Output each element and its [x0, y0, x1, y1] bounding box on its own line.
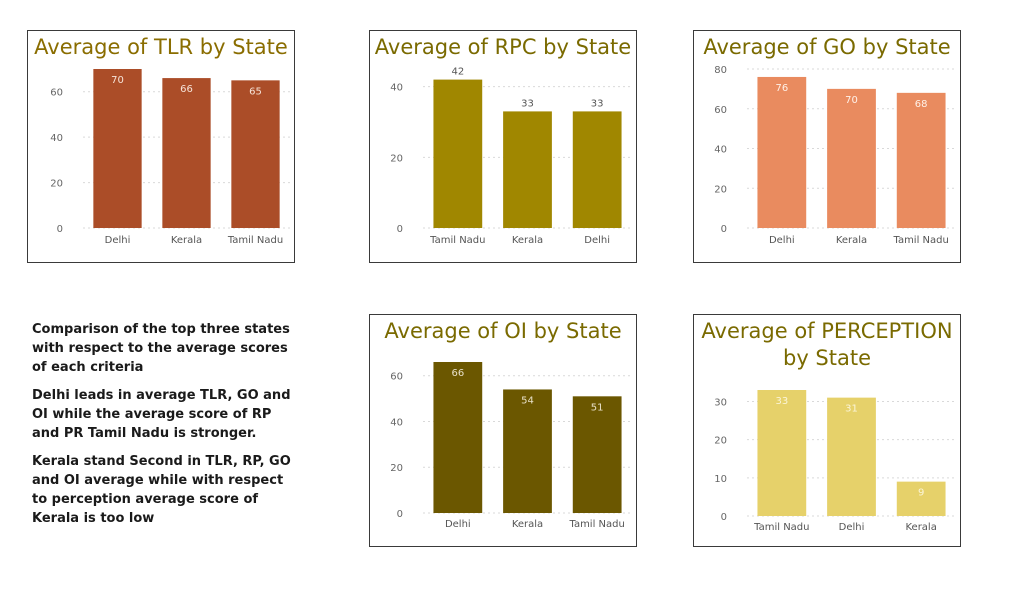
x-tick-label: Tamil Nadu — [892, 235, 948, 246]
chart-svg-oi: 0 20 40 60 66 Delhi 54 Kerala 51 Tamil Nadu — [390, 362, 632, 530]
bar-tamil-nadu[interactable] — [231, 80, 280, 228]
y-tick-label: 0 — [721, 512, 727, 523]
bar-kerala[interactable] — [827, 88, 876, 228]
data-label: 42 — [451, 67, 464, 78]
data-label: 66 — [180, 84, 193, 95]
x-tick-label: Delhi — [584, 235, 610, 246]
y-tick-label: 10 — [714, 474, 727, 485]
y-tick-label: 60 — [714, 105, 727, 116]
data-label: 33 — [521, 98, 534, 109]
y-tick-label: 80 — [714, 65, 727, 76]
x-tick-label: Delhi — [105, 235, 131, 246]
chart-panel-go: Average of GO by State 0 20 40 60 80 76 Delhi 7… — [693, 30, 961, 263]
commentary-delhi: Delhi leads in average TLR, GO and OI wh… — [32, 388, 291, 441]
chart-svg-rpc: 0 20 40 42 Tamil Nadu 33 Kerala 33 Delhi — [390, 67, 632, 246]
y-tick-label: 20 — [714, 436, 727, 447]
y-tick-label: 40 — [390, 417, 403, 428]
bar-delhi[interactable] — [572, 111, 622, 228]
chart-panel-oi: Average of OI by State 0 20 40 60 66 Delhi 54 K… — [369, 314, 637, 547]
chart-title-go: Average of GO by State — [703, 35, 951, 59]
chart-title-rpc: Average of RPC by State — [374, 35, 632, 59]
data-label: 31 — [845, 404, 858, 415]
x-tick-label: Kerala — [171, 235, 202, 246]
chart-svg-go: 0 20 40 60 80 76 Delhi 70 Kerala 68 Tamil Nadu — [714, 65, 956, 246]
y-tick-label: 20 — [714, 184, 727, 195]
data-label: 9 — [918, 488, 924, 499]
y-tick-label: 0 — [397, 224, 403, 235]
commentary: Comparison of the top three states with … — [32, 320, 300, 537]
data-label: 70 — [845, 95, 858, 106]
chart-title-perception: Average of PERCEPTION by State — [701, 319, 953, 370]
y-tick-label: 0 — [57, 224, 63, 235]
x-tick-label: Tamil Nadu — [429, 235, 485, 246]
x-tick-label: Kerala — [836, 235, 867, 246]
y-tick-label: 20 — [390, 463, 403, 474]
bar-tamil-nadu[interactable] — [572, 396, 622, 513]
y-tick-label: 40 — [50, 133, 63, 144]
y-tick-label: 0 — [397, 509, 403, 520]
x-tick-label: Kerala — [512, 235, 543, 246]
y-tick-label: 20 — [50, 179, 63, 190]
y-tick-label: 40 — [714, 145, 727, 156]
chart-panel-rpc: Average of RPC by State 0 20 40 42 Tamil Nad… — [369, 30, 637, 263]
x-tick-label: Kerala — [905, 522, 936, 533]
y-tick-label: 40 — [390, 83, 403, 94]
data-label: 76 — [775, 83, 788, 94]
data-label: 66 — [451, 368, 464, 379]
x-tick-label: Tamil Nadu — [227, 235, 283, 246]
chart-svg-tlr: 0 20 40 60 70 Delhi 66 Kerala 65 Tamil Nadu — [50, 69, 290, 246]
data-label: 65 — [249, 86, 262, 97]
chart-panel-perception: Average of PERCEPTION by State 0 10 20 30 33… — [693, 314, 961, 547]
chart-title-tlr: Average of TLR by State — [34, 35, 288, 59]
bar-tamil-nadu[interactable] — [433, 79, 483, 228]
x-tick-label: Delhi — [839, 522, 865, 533]
chart-title-oi: Average of OI by State — [384, 319, 622, 343]
data-label: 33 — [775, 396, 788, 407]
data-label: 70 — [111, 75, 124, 86]
x-tick-label: Delhi — [769, 235, 795, 246]
y-tick-label: 30 — [714, 397, 727, 408]
bar-tamil-nadu[interactable] — [757, 390, 807, 516]
data-label: 51 — [591, 402, 604, 413]
chart-panel-tlr: Average of TLR by State 0 20 40 60 70 Delhi 66… — [27, 30, 295, 263]
bar-kerala[interactable] — [503, 389, 552, 513]
bar-delhi[interactable] — [93, 69, 142, 228]
y-tick-label: 0 — [721, 224, 727, 235]
x-tick-label: Delhi — [445, 519, 471, 530]
y-tick-label: 60 — [50, 88, 63, 99]
bar-delhi[interactable] — [827, 397, 876, 516]
x-tick-label: Tamil Nadu — [568, 519, 624, 530]
data-label: 68 — [915, 99, 928, 110]
bar-tamil-nadu[interactable] — [896, 92, 946, 228]
bar-delhi[interactable] — [433, 362, 483, 513]
commentary-kerala: Kerala stand Second in TLR, RP, GO and O… — [32, 454, 291, 526]
chart-svg-perception: 0 10 20 30 33 Tamil Nadu 31 Delhi 9 Kerala — [714, 390, 956, 533]
x-tick-label: Kerala — [512, 519, 543, 530]
bar-kerala[interactable] — [896, 481, 946, 516]
bar-kerala[interactable] — [162, 78, 211, 228]
x-tick-label: Tamil Nadu — [753, 522, 809, 533]
bar-delhi[interactable] — [757, 76, 807, 228]
y-tick-label: 60 — [390, 372, 403, 383]
commentary-intro: Comparison of the top three states with … — [32, 322, 290, 375]
bar-kerala[interactable] — [503, 111, 552, 228]
data-label: 33 — [591, 98, 604, 109]
y-tick-label: 20 — [390, 153, 403, 164]
data-label: 54 — [521, 395, 534, 406]
